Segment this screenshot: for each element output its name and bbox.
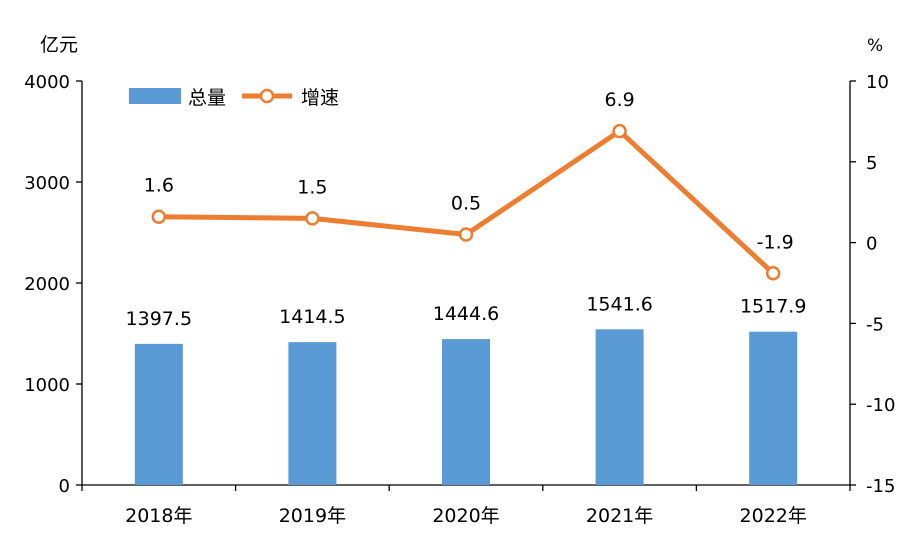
line-value-label: 1.6 <box>144 175 174 197</box>
bar <box>749 331 798 485</box>
bar <box>442 339 490 485</box>
legend: 总量 增速 <box>129 87 339 109</box>
x-tick-label: 2018年 <box>125 505 192 527</box>
x-tick-label: 2020年 <box>432 505 499 527</box>
right-tick-label: -10 <box>866 395 895 416</box>
x-tick-labels: 2018年 2019年 2020年 2021年 2022年 <box>125 505 807 527</box>
bar <box>288 342 337 485</box>
line-series <box>151 123 781 281</box>
x-tick-label: 2022年 <box>740 505 807 527</box>
line-data-labels: 1.6 1.5 0.5 6.9 -1.9 <box>144 89 794 253</box>
x-tick-label: 2021年 <box>586 505 653 527</box>
bar-series <box>134 329 798 485</box>
left-tick-label: 4000 <box>24 72 70 93</box>
legend-bar-label: 总量 <box>188 87 226 109</box>
axes: 0 1000 2000 3000 4000 -15 -10 -5 0 5 10 <box>24 72 895 497</box>
line-point <box>765 266 781 281</box>
legend-line-label: 增速 <box>301 87 339 109</box>
bar-value-label: 1444.6 <box>433 303 499 325</box>
line-value-label: -1.9 <box>757 231 794 253</box>
left-tick-label: 1000 <box>24 375 70 396</box>
left-tick-label: 0 <box>59 476 70 497</box>
line-point <box>305 211 320 226</box>
bar-value-label: 1397.5 <box>126 308 192 330</box>
line-value-label: 0.5 <box>451 193 481 215</box>
line-point <box>458 227 474 242</box>
line-point <box>612 123 627 139</box>
right-axis-unit: % <box>867 36 883 56</box>
bar <box>134 343 183 485</box>
right-tick-label: 5 <box>866 153 877 174</box>
right-tick-label: 10 <box>866 72 889 93</box>
line-value-label: 6.9 <box>604 89 634 111</box>
line-value-label: 1.5 <box>297 176 327 198</box>
bar-data-labels: 1397.5 1414.5 1444.6 1541.6 1517.9 <box>126 293 807 330</box>
right-tick-label: -15 <box>866 476 895 497</box>
bar <box>595 329 644 485</box>
legend-bar-swatch <box>129 88 181 104</box>
x-tick-label: 2019年 <box>279 505 346 527</box>
left-tick-label: 3000 <box>24 173 70 194</box>
left-axis-unit: 亿元 <box>40 34 78 56</box>
bar-value-label: 1414.5 <box>279 306 345 328</box>
legend-line-marker <box>259 88 275 104</box>
bar-value-label: 1541.6 <box>586 293 652 315</box>
line-point <box>151 209 167 224</box>
right-tick-label: 0 <box>866 234 877 255</box>
bar-value-label: 1517.9 <box>740 296 806 318</box>
left-tick-label: 2000 <box>24 274 70 295</box>
right-tick-label: -5 <box>866 314 884 335</box>
